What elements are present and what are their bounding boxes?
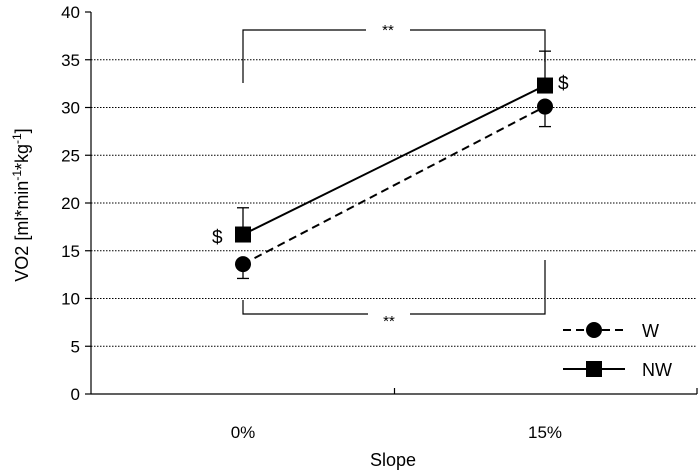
bracket-top-gap <box>366 20 410 40</box>
point-W-1 <box>537 98 553 115</box>
dollar-label-0: $ <box>212 228 223 249</box>
y-axis-title-sup-2: -1 <box>10 133 24 144</box>
data-series: $$ <box>212 50 569 280</box>
y-tick-label-5: 25 <box>61 146 80 165</box>
legend-label-NW: NW <box>642 360 672 380</box>
bracket-bottom-label: ** <box>383 313 395 330</box>
y-tick-label-7: 35 <box>61 51 80 70</box>
y-axis-title: VO2 [ml*min-1*kg-1] <box>10 128 32 281</box>
legend-label-W: W <box>642 321 659 341</box>
x-tick-label-0: 0% <box>231 423 256 442</box>
point-NW-0 <box>235 226 251 243</box>
y-tick-label-4: 20 <box>61 194 80 213</box>
y-tick-label-3: 15 <box>61 242 80 261</box>
x-tick-label-1: 15% <box>528 423 562 442</box>
y-tick-label-0: 0 <box>71 385 80 404</box>
series-line-W <box>242 105 546 266</box>
x-axis-title: Slope <box>370 450 416 470</box>
y-axis-title-part-2: *kg <box>12 144 32 170</box>
legend: W NW <box>563 321 672 380</box>
y-axis-title-sup-1: -1 <box>10 170 24 181</box>
y-tick-label-6: 30 <box>61 99 80 118</box>
bracket-top-label: ** <box>382 22 394 39</box>
dollar-label-1: $ <box>558 74 569 95</box>
axes: 0 5 10 15 20 25 30 35 40 0% 15% <box>61 3 698 442</box>
y-tick-label-1: 5 <box>71 337 80 356</box>
y-tick-label-2: 10 <box>61 290 80 309</box>
point-W-0 <box>235 256 251 273</box>
y-tick-label-8: 40 <box>61 3 80 22</box>
series-line-NW <box>242 84 546 236</box>
bracket-bottom-gap <box>368 304 410 324</box>
point-NW-1 <box>537 77 553 94</box>
legend-marker-W <box>586 322 602 338</box>
legend-marker-NW <box>586 361 602 377</box>
gridlines <box>91 59 697 347</box>
y-axis-title-part-3: ] <box>12 128 32 133</box>
significance-brackets: ** ** <box>242 20 546 330</box>
y-axis-title-part-1: VO2 [ml*min <box>12 181 32 282</box>
